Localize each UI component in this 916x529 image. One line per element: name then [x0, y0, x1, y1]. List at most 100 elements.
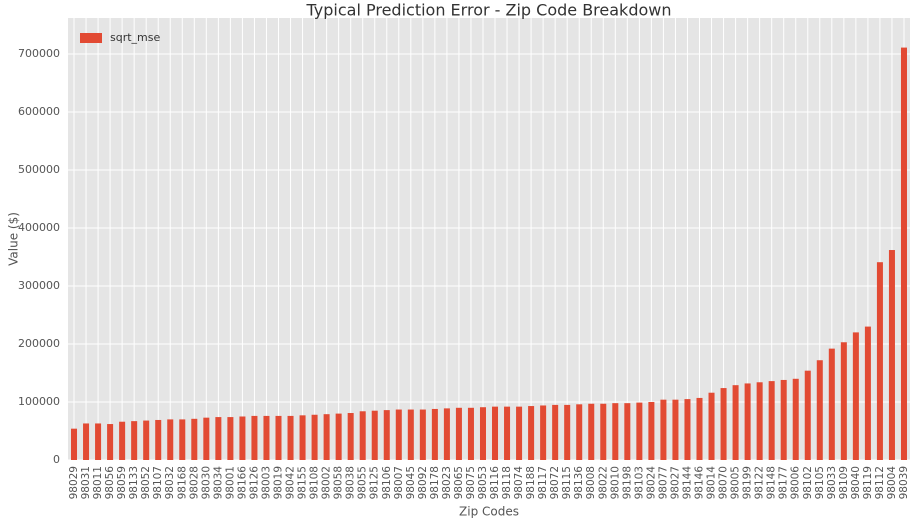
x-tick-label: 98199 [742, 466, 754, 499]
x-tick-label: 98028 [188, 466, 200, 499]
x-tick-label: 98070 [718, 466, 730, 499]
x-tick-label: 98075 [465, 466, 477, 499]
bar [744, 383, 751, 460]
bar [347, 413, 354, 460]
x-tick-label: 98029 [68, 466, 80, 499]
x-tick-label: 98033 [826, 466, 838, 499]
x-tick-label: 98032 [164, 466, 176, 499]
x-tick-label: 98022 [597, 466, 609, 499]
x-tick-label: 98005 [730, 466, 742, 499]
bar [876, 262, 883, 460]
x-tick-label: 98007 [393, 466, 405, 499]
x-tick-label: 98053 [477, 466, 489, 499]
x-tick-label: 98133 [128, 466, 140, 499]
bar [215, 417, 222, 460]
bar [708, 392, 715, 460]
legend-label: sqrt_mse [110, 31, 160, 44]
bar [900, 47, 907, 461]
bar [492, 406, 499, 460]
bar [311, 414, 318, 460]
y-axis-label: Value ($) [7, 212, 21, 266]
bar [648, 401, 655, 460]
x-tick-label: 98126 [248, 466, 260, 500]
bar [83, 423, 90, 460]
bar [684, 399, 691, 460]
x-tick-label: 98102 [802, 466, 814, 499]
chart-title: Typical Prediction Error - Zip Code Brea… [306, 1, 672, 20]
x-tick-label: 98119 [862, 466, 874, 499]
bar [251, 415, 258, 460]
x-tick-label: 98023 [441, 466, 453, 499]
x-tick-label: 98177 [778, 466, 790, 499]
bar [600, 403, 607, 460]
x-axis-label: Zip Codes [459, 505, 519, 519]
bar [672, 399, 679, 460]
bar [780, 379, 787, 460]
x-tick-label: 98144 [681, 466, 693, 500]
x-tick-label: 98122 [754, 466, 766, 499]
y-tick-label: 700000 [18, 47, 60, 60]
x-tick-label: 98155 [297, 466, 309, 499]
bar [732, 385, 739, 460]
bar [552, 404, 559, 460]
bar [107, 424, 114, 460]
y-tick-label: 300000 [18, 279, 60, 292]
x-tick-label: 98116 [489, 466, 501, 500]
bar [467, 407, 474, 460]
x-tick-label: 98105 [814, 466, 826, 499]
x-tick-label: 98011 [92, 466, 104, 499]
bar [407, 409, 414, 460]
x-tick-label: 98010 [609, 466, 621, 499]
x-tick-label: 98027 [669, 466, 681, 499]
x-tick-label: 98077 [657, 466, 669, 499]
bar [576, 404, 583, 460]
x-tick-label: 98003 [260, 466, 272, 499]
bar [131, 421, 138, 460]
bar [504, 406, 511, 460]
x-tick-label: 98112 [874, 466, 886, 499]
y-tick-label: 400000 [18, 221, 60, 234]
x-tick-label: 98024 [645, 466, 657, 500]
bar [323, 414, 330, 460]
bar [540, 405, 547, 460]
x-tick-label: 98146 [694, 466, 706, 500]
bar [852, 332, 859, 460]
bar [768, 381, 775, 460]
bar [612, 403, 619, 460]
bar [419, 409, 426, 460]
x-tick-label: 98148 [766, 466, 778, 499]
x-tick-label: 98002 [321, 466, 333, 499]
bar [479, 407, 486, 460]
bar [888, 250, 895, 460]
x-tick-label: 98115 [561, 466, 573, 499]
x-tick-label: 98178 [429, 466, 441, 499]
x-tick-label: 98038 [345, 466, 357, 499]
bar [588, 403, 595, 460]
x-tick-label: 98040 [850, 466, 862, 499]
x-tick-label: 98106 [381, 466, 393, 500]
bar [636, 402, 643, 460]
x-tick-label: 98008 [585, 466, 597, 499]
bar [828, 348, 835, 460]
x-tick-label: 98072 [549, 466, 561, 499]
y-tick-label: 500000 [18, 163, 60, 176]
x-tick-label: 98107 [152, 466, 164, 499]
y-tick-label: 100000 [18, 395, 60, 408]
x-tick-label: 98103 [633, 466, 645, 499]
x-tick-label: 98056 [104, 466, 116, 500]
bar [239, 416, 246, 460]
x-tick-label: 98108 [309, 466, 321, 499]
x-tick-label: 98109 [838, 466, 850, 499]
x-tick-label: 98030 [200, 466, 212, 499]
bar [816, 360, 823, 460]
bar [371, 410, 378, 460]
legend-swatch [80, 33, 102, 43]
bar [804, 370, 811, 460]
bar [167, 419, 174, 460]
y-tick-label: 600000 [18, 105, 60, 118]
bar [720, 388, 727, 460]
bar [756, 382, 763, 460]
x-tick-label: 98034 [212, 466, 224, 500]
bar [287, 415, 294, 460]
